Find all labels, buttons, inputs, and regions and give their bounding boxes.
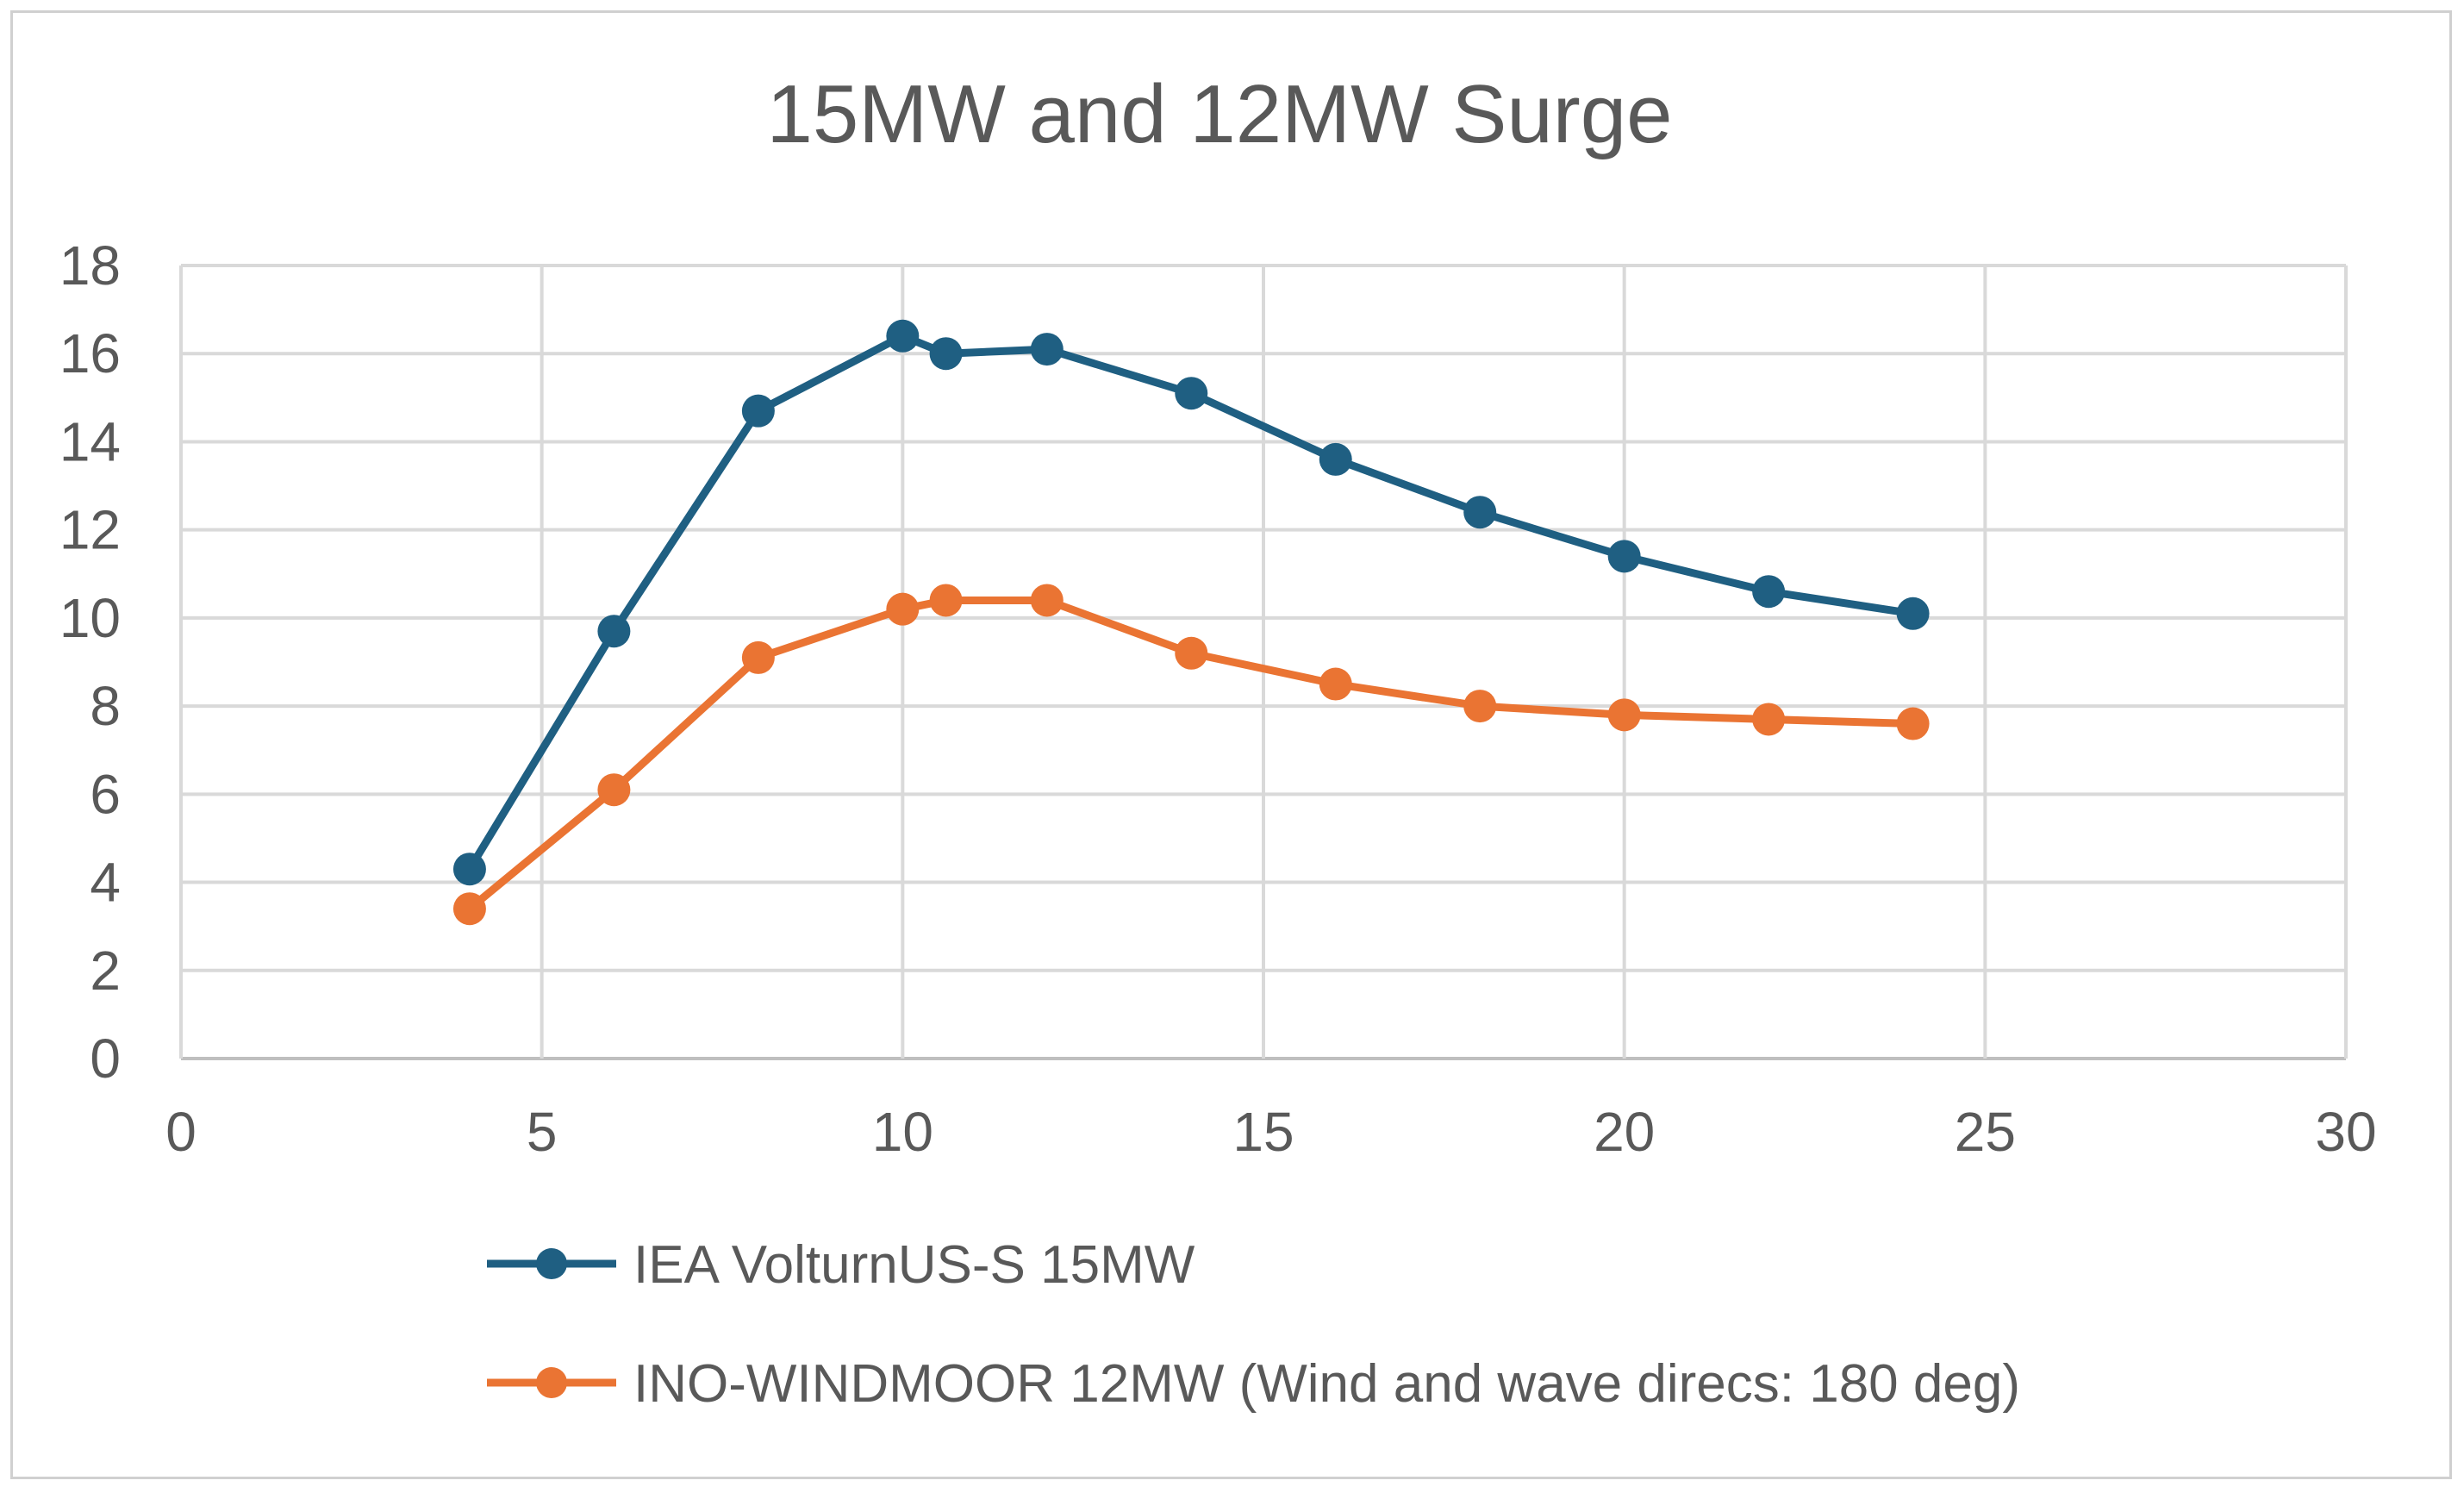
legend-item-0: IEA VolturnUS-S 15MW (487, 1235, 1195, 1295)
data-point (1319, 667, 1352, 701)
y-tick-label: 16 (59, 322, 121, 384)
series-line (465, 332, 1918, 873)
series-1 (452, 584, 1930, 926)
data-point (929, 584, 963, 617)
y-tick-label: 6 (90, 763, 121, 825)
series (452, 319, 1930, 926)
y-tick-label: 4 (90, 852, 121, 914)
data-point (452, 892, 486, 926)
data-point (1607, 540, 1641, 573)
y-tick-label: 0 (90, 1028, 121, 1090)
data-point (886, 592, 920, 626)
data-point (597, 773, 631, 807)
legend-label: INO-WINDMOOR 12MW (Wind and wave direcs:… (633, 1354, 2020, 1414)
y-tick-label: 2 (90, 940, 121, 1002)
legend-swatch-marker (536, 1248, 567, 1279)
data-point (1896, 707, 1930, 740)
data-point (1463, 690, 1497, 723)
y-tick-label: 8 (90, 675, 121, 737)
y-tick-label: 18 (59, 234, 121, 297)
chart-frame (10, 10, 2452, 1479)
y-tick-label: 12 (59, 499, 121, 561)
data-point (1752, 703, 1786, 736)
data-point (597, 615, 631, 648)
data-point (452, 853, 486, 886)
data-point (1319, 442, 1352, 476)
legend: IEA VolturnUS-S 15MW INO-WINDMOOR 12MW (… (487, 1235, 2020, 1414)
data-point (1607, 698, 1641, 732)
legend-swatch-marker (536, 1367, 567, 1398)
data-point (1030, 584, 1064, 617)
data-point (1175, 377, 1208, 410)
data-point (1752, 575, 1786, 609)
data-point (1463, 496, 1497, 529)
x-tick-label: 15 (1232, 1101, 1294, 1163)
x-tick-label: 0 (165, 1101, 196, 1163)
data-point (1030, 333, 1064, 366)
data-point (886, 319, 920, 353)
data-point (929, 337, 963, 371)
x-axis-ticks: 0 5 10 15 20 25 30 (165, 1101, 2376, 1163)
x-tick-label: 5 (527, 1101, 558, 1163)
y-axis-ticks: 0 2 4 6 8 10 12 14 16 18 (59, 234, 121, 1090)
data-point (741, 394, 775, 428)
grid (179, 264, 2348, 1060)
series-0 (452, 319, 1930, 886)
x-tick-label: 25 (1955, 1101, 2016, 1163)
legend-item-1: INO-WINDMOOR 12MW (Wind and wave direcs:… (487, 1354, 2020, 1414)
y-tick-label: 10 (59, 587, 121, 649)
x-tick-label: 30 (2315, 1101, 2376, 1163)
x-tick-label: 20 (1594, 1101, 1655, 1163)
x-tick-label: 10 (872, 1101, 933, 1163)
data-point (1175, 636, 1208, 670)
series-line (465, 596, 1918, 913)
data-point (741, 640, 775, 674)
data-point (1896, 597, 1930, 630)
chart-title: 15MW and 12MW Surge (766, 68, 1672, 160)
legend-label: IEA VolturnUS-S 15MW (633, 1235, 1195, 1295)
y-tick-label: 14 (59, 410, 121, 472)
